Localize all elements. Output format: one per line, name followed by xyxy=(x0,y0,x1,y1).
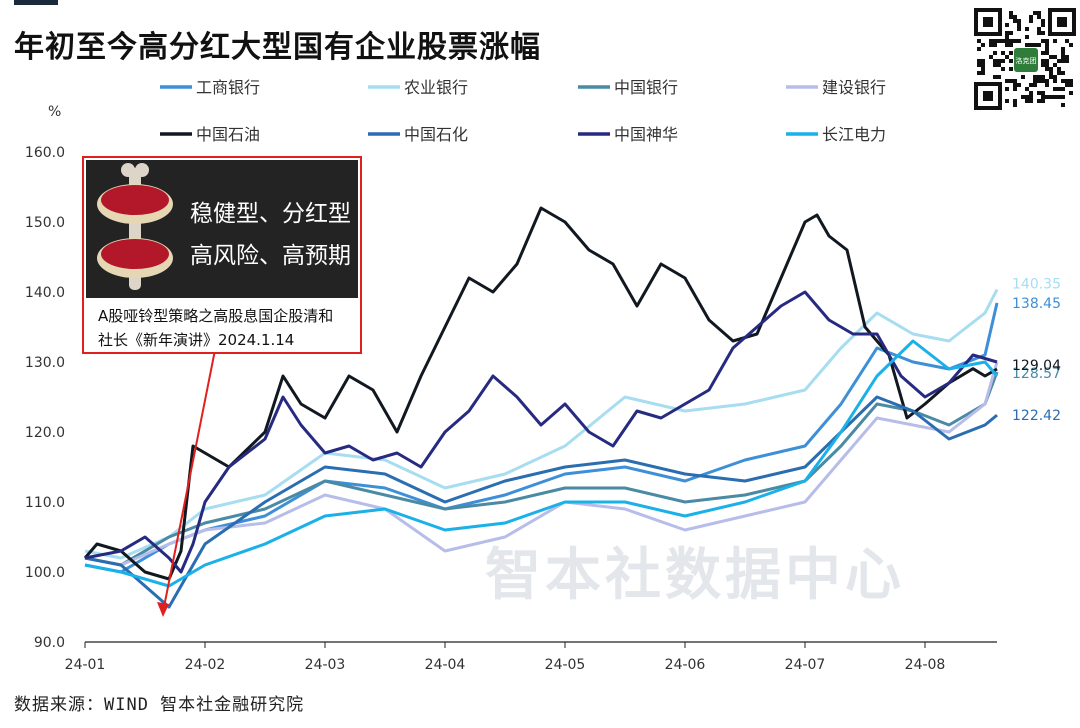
y-tick-label: 110.0 xyxy=(25,495,65,511)
y-tick-label: 150.0 xyxy=(25,215,65,231)
inset-line-1: 稳健型、分红型 xyxy=(190,201,351,227)
series-lines xyxy=(83,206,999,609)
legend-label: 建设银行 xyxy=(822,78,886,97)
y-tick-label: 120.0 xyxy=(25,425,65,441)
y-tick-label: 90.0 xyxy=(34,635,65,651)
x-tick-label: 24-02 xyxy=(185,657,226,673)
annotation-box: 稳健型、分红型 高风险、高预期 A股哑铃型策略之高股息国企股清和社长《新年演讲》… xyxy=(82,156,362,354)
annotation-arrow xyxy=(162,349,216,613)
page-title: 年初至今高分红大型国有企业股票涨幅 xyxy=(14,30,541,65)
watermark: 智本社数据中心 xyxy=(485,543,905,608)
y-tick-label: 100.0 xyxy=(25,565,65,581)
y-tick-label: 140.0 xyxy=(25,285,65,301)
x-tick-label: 24-04 xyxy=(425,657,466,673)
series-end-label: 138.45 xyxy=(1012,296,1061,312)
series-end-label: 129.04 xyxy=(1012,358,1061,374)
x-tick-label: 24-08 xyxy=(905,657,946,673)
source-note: 数据来源：WIND 智本社金融研究院 xyxy=(14,695,305,715)
annotation-arrowhead xyxy=(157,602,169,617)
legend-label: 中国石油 xyxy=(196,125,260,144)
qr-code-pattern xyxy=(977,11,1073,107)
series-line xyxy=(84,395,998,609)
series-line xyxy=(84,339,999,588)
x-tick-label: 24-03 xyxy=(305,657,346,673)
dumbbell-icon xyxy=(97,163,173,290)
series-line xyxy=(84,288,999,560)
y-tick-label: 160.0 xyxy=(25,145,65,161)
inset-caption: A股哑铃型策略之高股息国企股清和社长《新年演讲》2024.1.14 xyxy=(98,307,334,349)
title-accent-bar xyxy=(14,0,58,5)
dumbbell-image: 稳健型、分红型 高风险、高预期 xyxy=(86,160,358,298)
y-tick-label: 130.0 xyxy=(25,355,65,371)
inset-line-2: 高风险、高预期 xyxy=(190,243,351,269)
series-line xyxy=(84,290,998,574)
qr-code-icon: 洛克团 xyxy=(974,8,1076,110)
series-line xyxy=(84,361,999,567)
legend-label: 中国银行 xyxy=(614,78,678,97)
x-tick-label: 24-05 xyxy=(545,657,586,673)
series-end-label: 140.35 xyxy=(1012,277,1061,293)
y-axis-label: % xyxy=(48,104,61,120)
qr-logo-text: 洛克团 xyxy=(1016,56,1037,65)
series-end-label: 122.42 xyxy=(1012,408,1061,424)
series-end-label: 128.57 xyxy=(1012,366,1061,382)
legend-label: 农业银行 xyxy=(404,78,468,97)
legend-label: 长江电力 xyxy=(822,125,886,144)
series-line xyxy=(83,206,998,581)
axes: 90.0 100.0 110.0 120.0 130.0 140.0 150.0 160.0 2… xyxy=(25,145,997,673)
x-tick-label: 24-01 xyxy=(65,657,106,673)
legend-label: 工商银行 xyxy=(196,78,260,97)
legend-label: 中国石化 xyxy=(404,125,468,144)
legend-label: 中国神华 xyxy=(614,125,678,144)
x-tick-label: 24-07 xyxy=(785,657,826,673)
x-tick-label: 24-06 xyxy=(665,657,706,673)
